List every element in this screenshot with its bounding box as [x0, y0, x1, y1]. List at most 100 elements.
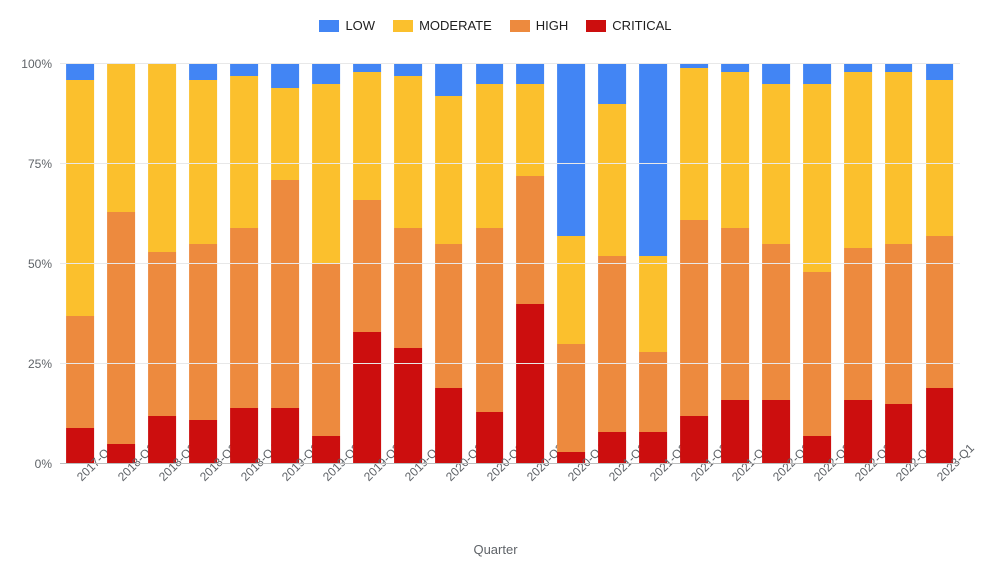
bar [353, 64, 381, 464]
bar-segment-moderate [312, 84, 340, 264]
bar-slot: 2020-Q1 [428, 64, 469, 464]
bar [803, 64, 831, 464]
bar [926, 64, 954, 464]
bar-segment-critical [476, 412, 504, 464]
legend-swatch-critical [586, 20, 606, 32]
bar-segment-low [394, 64, 422, 76]
bar [435, 64, 463, 464]
bar [148, 64, 176, 464]
bar-segment-high [844, 248, 872, 400]
bar-segment-high [926, 236, 954, 388]
bar-slot: 2021-Q4 [715, 64, 756, 464]
bar-segment-low [598, 64, 626, 104]
bar-segment-high [148, 252, 176, 416]
gridline [60, 463, 960, 464]
legend: LOW MODERATE HIGH CRITICAL [0, 18, 991, 33]
bar [67, 64, 95, 464]
bar-segment-low [762, 64, 790, 84]
bar-segment-moderate [476, 84, 504, 228]
bar-segment-moderate [803, 84, 831, 272]
bar-segment-critical [353, 332, 381, 464]
bar-slot: 2022-Q2 [796, 64, 837, 464]
bar [680, 64, 708, 464]
bar [517, 64, 545, 464]
bar-slot: 2019-Q2 [305, 64, 346, 464]
bar-segment-high [639, 352, 667, 432]
bar-segment-low [230, 64, 258, 76]
bar-segment-moderate [885, 72, 913, 244]
bar-segment-moderate [598, 104, 626, 256]
bar-segment-high [476, 228, 504, 412]
bar-segment-high [598, 256, 626, 432]
bar-segment-low [844, 64, 872, 72]
bar [107, 64, 135, 464]
bar-segment-low [885, 64, 913, 72]
bar-segment-critical [762, 400, 790, 464]
bar-segment-high [680, 220, 708, 416]
bar-segment-low [67, 64, 95, 80]
bar-segment-low [435, 64, 463, 96]
bar-segment-high [230, 228, 258, 408]
bar-segment-critical [435, 388, 463, 464]
bar-slot: 2023-Q1 [919, 64, 960, 464]
bar-segment-moderate [435, 96, 463, 244]
legend-item-critical: CRITICAL [586, 18, 671, 33]
bar-slot: 2018-Q1 [101, 64, 142, 464]
bar-slot: 2018-Q3 [183, 64, 224, 464]
bar-segment-moderate [189, 80, 217, 244]
bar-segment-high [107, 212, 135, 444]
bar-segment-moderate [762, 84, 790, 244]
bar-segment-moderate [271, 88, 299, 180]
legend-label: MODERATE [419, 18, 492, 33]
bars-container: 2017-Q42018-Q12018-Q22018-Q32018-Q4 2019-… [60, 64, 960, 464]
bar-slot: 2018-Q2 [142, 64, 183, 464]
bar-segment-critical [926, 388, 954, 464]
legend-label: CRITICAL [612, 18, 671, 33]
bar-slot: 2022-Q4 [878, 64, 919, 464]
bar [844, 64, 872, 464]
bar-segment-low [271, 64, 299, 88]
bar-segment-critical [721, 400, 749, 464]
bar-segment-moderate [844, 72, 872, 248]
legend-item-high: HIGH [510, 18, 569, 33]
bar-segment-moderate [639, 256, 667, 352]
bar-segment-low [353, 64, 381, 72]
bar-segment-low [639, 64, 667, 256]
legend-label: HIGH [536, 18, 569, 33]
bar-segment-critical [517, 304, 545, 464]
bar-segment-moderate [721, 72, 749, 228]
bar-slot: 2020-Q2 [469, 64, 510, 464]
legend-swatch-low [319, 20, 339, 32]
gridline [60, 263, 960, 264]
bar-segment-high [762, 244, 790, 400]
bar-segment-low [721, 64, 749, 72]
bar-segment-high [435, 244, 463, 388]
bar-slot: 2017-Q4 [60, 64, 101, 464]
bar-slot: 2019-Q4 [387, 64, 428, 464]
bar-slot: 2018-Q4 [224, 64, 265, 464]
bar-segment-moderate [67, 80, 95, 316]
bar [721, 64, 749, 464]
bar-segment-moderate [353, 72, 381, 200]
bar-segment-moderate [230, 76, 258, 228]
bar-segment-low [312, 64, 340, 84]
bar-segment-low [557, 64, 585, 236]
bar [230, 64, 258, 464]
bar-segment-critical [844, 400, 872, 464]
bar-segment-critical [394, 348, 422, 464]
bar-segment-high [517, 176, 545, 304]
bar [885, 64, 913, 464]
legend-label: LOW [345, 18, 375, 33]
bar-segment-high [271, 180, 299, 408]
bar [762, 64, 790, 464]
bar-segment-high [67, 316, 95, 428]
bar-slot: 2021-Q2 [633, 64, 674, 464]
gridline [60, 63, 960, 64]
bar [271, 64, 299, 464]
x-axis-title: Quarter [0, 542, 991, 557]
y-tick-label: 50% [28, 257, 60, 271]
bar-slot: 2022-Q1 [755, 64, 796, 464]
plot-area: 2017-Q42018-Q12018-Q22018-Q32018-Q4 2019-… [60, 64, 960, 464]
bar-segment-high [721, 228, 749, 400]
bar-segment-moderate [148, 64, 176, 252]
